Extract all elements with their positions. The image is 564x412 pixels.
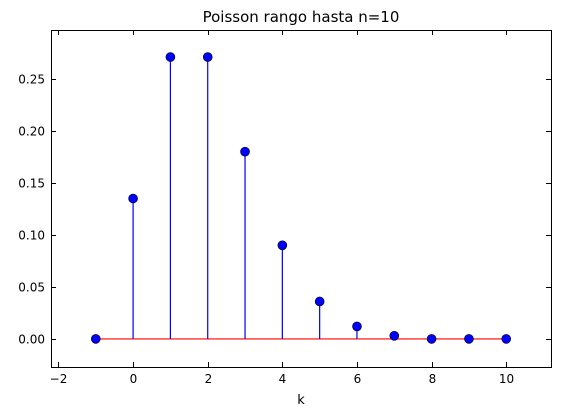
- stem-marker: [128, 193, 138, 204]
- x-tick-label: 2: [205, 372, 213, 386]
- x-axis-label: k: [297, 393, 305, 408]
- y-tick-label: 0.25: [18, 73, 45, 87]
- stem-marker: [314, 296, 325, 307]
- x-tick-label: 4: [279, 372, 287, 386]
- x-tick-label: −2: [50, 372, 68, 386]
- stem-marker: [426, 334, 437, 344]
- stem-marker: [464, 334, 474, 344]
- y-tick-label: 0.15: [18, 177, 45, 191]
- y-tick-label: 0.00: [18, 333, 45, 347]
- stem-marker: [165, 52, 176, 62]
- stem-marker: [389, 330, 400, 341]
- y-axis-ticks: 0.00 0.05 0.10 0.15 0.20 0.25: [18, 73, 551, 347]
- y-tick-label: 0.10: [18, 229, 45, 243]
- stem-marker: [352, 321, 362, 332]
- stem-marker: [277, 240, 288, 251]
- stem-marker: [90, 334, 101, 344]
- y-tick-label: 0.05: [18, 281, 45, 295]
- stem-marker: [240, 146, 250, 157]
- x-tick-label: 0: [130, 372, 138, 386]
- stems-layer: [132, 57, 395, 339]
- markers-layer: [90, 52, 512, 344]
- stem-marker: [202, 52, 213, 62]
- chart-title: Poisson rango hasta n=10: [203, 8, 400, 26]
- stem-marker: [501, 334, 512, 344]
- x-tick-label: 6: [354, 372, 362, 386]
- x-tick-label: 8: [429, 372, 437, 386]
- plot-frame: [51, 30, 552, 368]
- x-axis-ticks: −2 0 2 4 6 8 10: [50, 30, 514, 386]
- y-tick-label: 0.20: [18, 125, 45, 139]
- x-tick-label: 10: [499, 372, 514, 386]
